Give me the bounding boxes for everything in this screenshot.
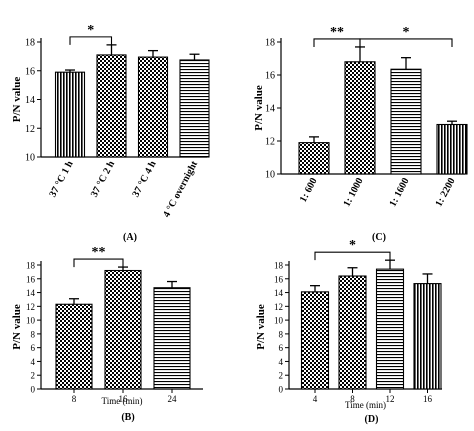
x-tick-label: 1: 1600 xyxy=(387,176,411,208)
significance-bracket xyxy=(314,251,391,261)
y-tick-label: 10 xyxy=(265,170,275,181)
significance-label: * xyxy=(403,25,410,40)
x-tick-label: 24 xyxy=(168,394,178,404)
y-tick-label: 10 xyxy=(25,153,35,164)
y-tick-label: 6 xyxy=(31,343,36,353)
y-tick-label: 10 xyxy=(26,316,36,326)
y-tick-label: 14 xyxy=(265,104,275,115)
significance-label: * xyxy=(87,23,94,38)
x-tick-label: 37 °C 4 h xyxy=(130,159,158,199)
y-tick-label: 2 xyxy=(31,371,36,381)
significance-label: ** xyxy=(330,25,344,40)
bar xyxy=(179,59,210,158)
y-tick-label: 16 xyxy=(274,274,284,284)
y-tick-label: 8 xyxy=(279,329,284,339)
y-axis-label: P/N value xyxy=(11,77,23,123)
bar xyxy=(54,71,86,158)
y-tick-label: 12 xyxy=(274,302,283,312)
x-tick-label: 37 °C 2 h xyxy=(89,159,117,199)
x-tick-label: 4 °C overnight xyxy=(161,159,200,220)
bar xyxy=(344,61,376,175)
panel-label: (B) xyxy=(121,412,134,423)
bar xyxy=(137,56,169,158)
significance-bracket xyxy=(73,258,124,268)
significance-label: * xyxy=(349,238,356,253)
x-tick-label: 16 xyxy=(423,394,433,404)
bar xyxy=(390,68,422,175)
x-tick-label: 12 xyxy=(386,394,395,404)
x-tick-label: 16 xyxy=(119,394,129,404)
bar xyxy=(96,54,127,158)
y-tick-label: 18 xyxy=(274,261,284,271)
x-axis-label: Time (min) xyxy=(102,396,143,406)
y-tick-label: 16 xyxy=(25,66,35,77)
y-tick-label: 6 xyxy=(279,343,284,353)
y-tick-label: 12 xyxy=(26,302,35,312)
bar xyxy=(298,142,330,175)
x-tick-label: 8 xyxy=(72,394,77,404)
y-tick-label: 18 xyxy=(25,38,35,49)
y-tick-label: 8 xyxy=(31,329,36,339)
y-tick-label: 18 xyxy=(265,38,275,49)
y-tick-label: 12 xyxy=(265,137,275,148)
bar xyxy=(55,303,93,390)
y-tick-label: 18 xyxy=(26,261,36,271)
panel-label: (D) xyxy=(365,414,379,425)
bar xyxy=(104,269,142,390)
y-axis-label: P/N value xyxy=(11,304,23,350)
x-axis-label: Time (min) xyxy=(345,400,386,410)
bar xyxy=(413,283,442,390)
panel-label: (A) xyxy=(123,232,137,243)
panel-label: (C) xyxy=(372,232,386,243)
x-tick-label: 1: 1000 xyxy=(341,176,365,208)
y-tick-label: 2 xyxy=(279,371,284,381)
y-tick-label: 4 xyxy=(279,357,284,367)
bar xyxy=(153,287,191,390)
x-tick-label: 1: 2200 xyxy=(433,176,457,208)
x-tick-label: 8 xyxy=(350,394,355,404)
y-tick-label: 14 xyxy=(274,288,284,298)
significance-bracket xyxy=(69,36,113,45)
bar xyxy=(436,123,468,175)
y-tick-label: 14 xyxy=(25,95,35,106)
y-tick-label: 4 xyxy=(31,357,36,367)
significance-bracket xyxy=(359,38,453,47)
y-tick-label: 0 xyxy=(31,385,36,395)
bar xyxy=(338,275,367,390)
y-tick-label: 14 xyxy=(26,288,36,298)
y-tick-label: 10 xyxy=(274,316,284,326)
y-tick-label: 0 xyxy=(279,385,284,395)
significance-bracket xyxy=(313,38,361,47)
y-axis-label: P/N value xyxy=(253,85,265,131)
x-tick-label: 1: 600 xyxy=(298,176,320,204)
bar xyxy=(375,268,405,390)
y-axis-label: P/N value xyxy=(255,304,267,350)
y-tick-label: 16 xyxy=(265,71,275,82)
y-tick-label: 16 xyxy=(26,274,36,284)
x-tick-label: 4 xyxy=(313,394,318,404)
y-tick-label: 12 xyxy=(25,124,35,135)
bar xyxy=(300,291,330,390)
significance-label: ** xyxy=(92,245,106,260)
x-tick-label: 37 °C 1 h xyxy=(47,159,75,199)
